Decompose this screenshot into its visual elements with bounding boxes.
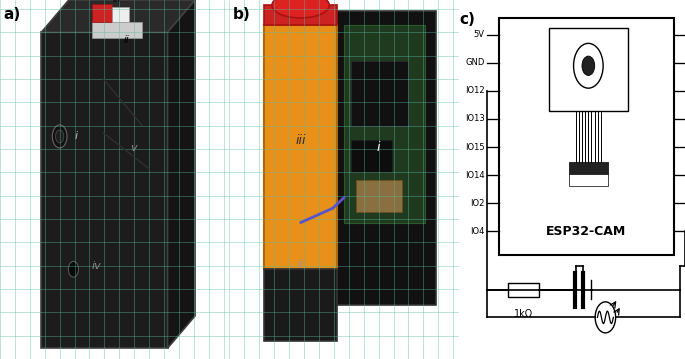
Text: c): c): [460, 12, 475, 27]
Text: IO4: IO4: [471, 227, 485, 236]
Bar: [112, 7, 129, 22]
Text: GND: GND: [466, 58, 485, 67]
Bar: [264, 25, 337, 269]
Bar: [264, 5, 337, 25]
Text: IO2: IO2: [471, 199, 485, 208]
Text: IO13: IO13: [465, 115, 485, 123]
Circle shape: [55, 130, 64, 143]
Circle shape: [595, 302, 616, 333]
Text: ii: ii: [297, 260, 303, 270]
Text: ii: ii: [123, 35, 129, 45]
Circle shape: [582, 56, 595, 75]
Bar: [499, 18, 673, 255]
Text: i: i: [74, 131, 77, 141]
Polygon shape: [168, 0, 195, 348]
Text: IO12: IO12: [465, 87, 485, 95]
Bar: [345, 25, 425, 223]
Circle shape: [52, 125, 67, 148]
Bar: [569, 174, 608, 186]
Bar: [356, 180, 401, 212]
Bar: [351, 61, 408, 126]
Bar: [333, 11, 436, 305]
Circle shape: [68, 261, 79, 277]
Text: 5V: 5V: [474, 30, 485, 39]
Text: 1kΩ: 1kΩ: [514, 309, 533, 319]
Circle shape: [573, 43, 603, 88]
Polygon shape: [41, 0, 195, 32]
Text: iii: iii: [113, 0, 121, 4]
Bar: [92, 4, 112, 22]
Bar: [351, 140, 393, 172]
Text: iii: iii: [295, 134, 306, 146]
Text: iv: iv: [92, 261, 101, 271]
Text: IO15: IO15: [465, 143, 485, 151]
Text: i: i: [377, 141, 380, 154]
Text: b): b): [233, 7, 251, 22]
Text: a): a): [3, 7, 21, 22]
Bar: [92, 22, 142, 38]
Bar: [508, 283, 540, 297]
Bar: [569, 162, 608, 174]
Text: v: v: [129, 143, 136, 153]
Text: IO14: IO14: [465, 171, 485, 180]
Text: ESP32-CAM: ESP32-CAM: [546, 225, 626, 238]
Bar: [264, 269, 337, 341]
Ellipse shape: [272, 0, 329, 18]
Bar: [549, 28, 628, 111]
Bar: [41, 32, 168, 348]
